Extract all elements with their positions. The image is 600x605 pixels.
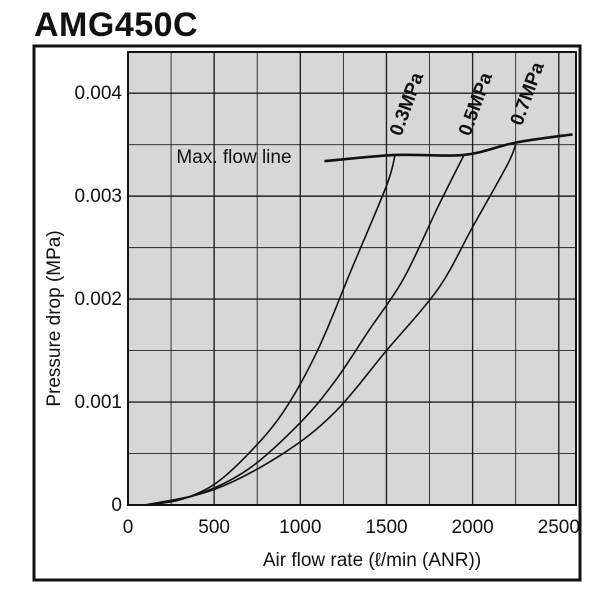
tick-labels: 0 500 1000 1500 2000 2500 0 0.001 0.002 0.003 0.00… — [74, 83, 579, 538]
y-tick-label: 0 — [111, 495, 122, 516]
y-tick-label: 0.002 — [74, 289, 122, 310]
grid-lines — [127, 51, 577, 506]
x-tick-label: 1500 — [365, 517, 407, 538]
data-series — [145, 144, 517, 506]
chart-title: AMG450C — [34, 6, 199, 44]
max-flow-line-label: Max. flow line — [176, 147, 291, 168]
x-tick-label: 2500 — [538, 517, 580, 538]
x-axis-label: Air flow rate (ℓ/min (ANR)) — [263, 550, 481, 571]
x-tick-label: 2000 — [451, 517, 493, 538]
series-line-0-7mpa — [145, 144, 517, 506]
plot-border — [127, 51, 577, 506]
y-tick-label: 0.003 — [74, 186, 122, 207]
y-tick-label: 0.004 — [74, 83, 122, 104]
x-tick-label: 0 — [123, 517, 134, 538]
plot-area — [128, 52, 576, 505]
x-tick-label: 500 — [198, 517, 230, 538]
max-flow-line-group — [324, 133, 573, 163]
x-tick-label: 1000 — [279, 517, 321, 538]
y-axis-label: Pressure drop (MPa) — [44, 230, 65, 406]
y-tick-label: 0.001 — [74, 392, 122, 413]
max-flow-line — [324, 133, 573, 163]
series-line-0-5mpa — [145, 154, 465, 506]
